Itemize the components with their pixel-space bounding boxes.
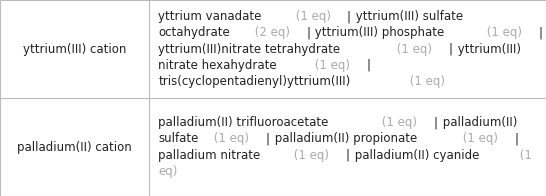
Text: (1 eq): (1 eq) <box>406 75 446 88</box>
Text: |: | <box>347 10 351 23</box>
Text: |: | <box>448 43 453 55</box>
Text: yttrium(III) sulfate: yttrium(III) sulfate <box>352 10 463 23</box>
Text: |: | <box>265 132 270 145</box>
Text: (1 eq): (1 eq) <box>290 149 333 162</box>
Text: yttrium vanadate: yttrium vanadate <box>158 10 262 23</box>
Text: (1 eq): (1 eq) <box>460 132 502 145</box>
Text: |: | <box>434 116 437 129</box>
Text: tris(cyclopentadienyl)yttrium(III): tris(cyclopentadienyl)yttrium(III) <box>158 75 351 88</box>
Text: palladium(II) cation: palladium(II) cation <box>17 141 132 153</box>
Text: yttrium(III) cation: yttrium(III) cation <box>22 43 126 55</box>
Text: (2 eq): (2 eq) <box>251 26 294 39</box>
Text: yttrium(III)nitrate tetrahydrate: yttrium(III)nitrate tetrahydrate <box>158 43 341 55</box>
Text: octahydrate: octahydrate <box>158 26 230 39</box>
Text: palladium(II) trifluoroacetate: palladium(II) trifluoroacetate <box>158 116 329 129</box>
Text: palladium(II) cyanide: palladium(II) cyanide <box>351 149 479 162</box>
Text: (1 eq): (1 eq) <box>393 43 436 55</box>
Text: palladium nitrate: palladium nitrate <box>158 149 260 162</box>
Text: palladium(II) propionate: palladium(II) propionate <box>271 132 417 145</box>
Text: eq): eq) <box>158 165 177 178</box>
Text: (1 eq): (1 eq) <box>311 59 354 72</box>
Text: (1 eq): (1 eq) <box>292 10 335 23</box>
Text: |: | <box>346 149 349 162</box>
Text: |: | <box>538 26 542 39</box>
Text: yttrium(III) phosphate: yttrium(III) phosphate <box>311 26 444 39</box>
Text: |: | <box>306 26 310 39</box>
Text: |: | <box>366 59 371 72</box>
Text: sulfate: sulfate <box>158 132 199 145</box>
Text: (1 eq): (1 eq) <box>210 132 253 145</box>
Text: yttrium(III): yttrium(III) <box>454 43 521 55</box>
Text: (1 eq): (1 eq) <box>483 26 526 39</box>
Text: palladium(II): palladium(II) <box>438 116 517 129</box>
Text: (1 eq): (1 eq) <box>378 116 421 129</box>
Text: |: | <box>515 132 519 145</box>
Text: (1: (1 <box>517 149 532 162</box>
Text: nitrate hexahydrate: nitrate hexahydrate <box>158 59 277 72</box>
